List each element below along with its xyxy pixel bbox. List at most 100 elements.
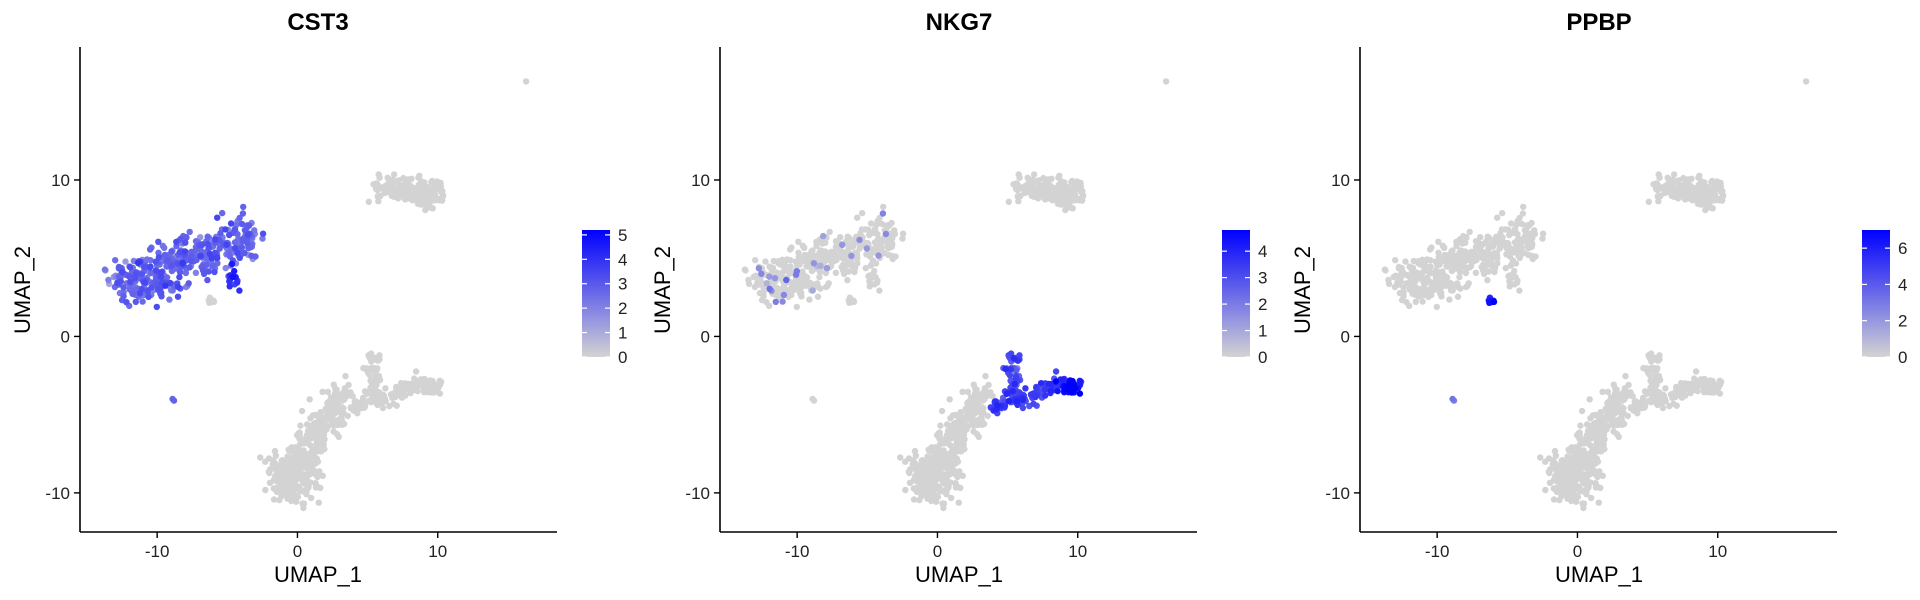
cell-point xyxy=(1032,393,1039,401)
cell-point xyxy=(1576,429,1583,436)
cell-point xyxy=(978,404,986,411)
cell-point xyxy=(792,271,800,278)
y-tick-label: 0 xyxy=(701,327,710,346)
cell-point xyxy=(816,273,823,281)
cell-point xyxy=(1524,244,1532,251)
cell-point xyxy=(407,388,415,395)
cell-point xyxy=(777,271,785,279)
cell-point xyxy=(1711,191,1719,198)
cell-point xyxy=(181,248,189,255)
cell-point xyxy=(1069,382,1076,389)
cell-point xyxy=(204,233,211,240)
cell-point xyxy=(1714,180,1722,187)
cell-point xyxy=(889,255,896,263)
cell-point xyxy=(1446,296,1453,303)
cell-point xyxy=(1618,404,1626,411)
cell-point xyxy=(379,394,386,401)
cell-point xyxy=(971,390,979,397)
cell-point xyxy=(758,270,765,277)
cell-point xyxy=(810,260,817,267)
cell-point xyxy=(331,397,338,405)
cell-point xyxy=(1059,376,1067,383)
cell-point xyxy=(817,247,825,254)
cell-point xyxy=(1611,397,1618,405)
cell-point xyxy=(1599,388,1606,395)
cell-point xyxy=(1477,246,1484,253)
cell-point xyxy=(1604,388,1612,396)
cell-point xyxy=(1033,384,1040,392)
panel-title: NKG7 xyxy=(926,9,993,36)
cell-point xyxy=(226,278,233,285)
cell-point xyxy=(849,263,856,270)
cell-point xyxy=(902,458,909,465)
cell-point xyxy=(1719,193,1726,201)
cell-point xyxy=(788,244,795,251)
cell-point xyxy=(319,472,326,479)
cell-point xyxy=(1577,422,1584,429)
cell-point xyxy=(1624,412,1632,420)
cell-point xyxy=(223,241,230,248)
cell-point xyxy=(1587,442,1594,449)
cell-point xyxy=(369,393,376,400)
cell-point xyxy=(1599,472,1607,479)
cell-point xyxy=(972,385,979,392)
cell-point xyxy=(801,244,808,251)
cell-point xyxy=(372,185,380,193)
cell-point xyxy=(257,454,264,461)
cell-point xyxy=(1068,197,1075,205)
cell-point xyxy=(1015,198,1022,205)
cell-point xyxy=(1556,496,1563,504)
cell-point xyxy=(1427,263,1434,270)
cell-point xyxy=(824,282,831,290)
cell-point xyxy=(227,220,235,227)
cell-point xyxy=(251,227,258,234)
cell-point xyxy=(1503,251,1510,258)
cell-point xyxy=(186,228,193,236)
cell-point xyxy=(1716,390,1724,397)
cell-point xyxy=(136,290,144,297)
cell-point xyxy=(1005,397,1013,405)
scatter-points xyxy=(741,78,1170,512)
cell-point xyxy=(1692,196,1699,203)
cell-point xyxy=(298,407,306,415)
cell-point xyxy=(381,189,388,197)
cell-point xyxy=(174,260,181,267)
cell-point xyxy=(949,462,956,469)
cell-point xyxy=(857,242,864,249)
cell-point xyxy=(980,389,988,396)
cell-point xyxy=(229,273,236,281)
cell-point xyxy=(1162,78,1170,85)
cell-point xyxy=(1062,188,1069,196)
cell-point xyxy=(814,293,822,300)
cell-point xyxy=(335,433,342,441)
cell-point xyxy=(871,267,878,275)
cell-point xyxy=(182,269,190,277)
panel-ppbp: PPBP -10 0 10 -10 0 10 UMAP_1 UMAP_2 0 2 4 6 xyxy=(1290,9,1907,587)
cell-point xyxy=(1651,381,1659,389)
cell-point xyxy=(313,455,320,462)
cell-point xyxy=(925,460,932,467)
cell-point xyxy=(367,399,375,406)
cell-point xyxy=(862,264,869,272)
cell-point xyxy=(910,496,918,503)
cell-point xyxy=(1040,174,1047,182)
cell-point xyxy=(871,239,879,246)
cell-point xyxy=(1697,201,1705,208)
cell-point xyxy=(309,462,316,469)
cell-point xyxy=(1630,407,1637,414)
cell-point xyxy=(813,238,820,246)
x-tick-label: -10 xyxy=(145,542,170,561)
cell-point xyxy=(752,257,759,264)
cell-point xyxy=(1587,494,1595,502)
cell-point xyxy=(1477,234,1484,241)
cell-point xyxy=(1030,171,1038,178)
cell-point xyxy=(1620,389,1628,396)
cell-point xyxy=(1381,266,1389,273)
cell-point xyxy=(929,456,936,463)
cell-point xyxy=(946,396,953,403)
cell-point xyxy=(1449,395,1456,403)
cell-point xyxy=(1462,269,1470,277)
cell-point xyxy=(431,191,438,198)
cell-point xyxy=(1508,260,1516,268)
cell-point xyxy=(209,262,217,269)
